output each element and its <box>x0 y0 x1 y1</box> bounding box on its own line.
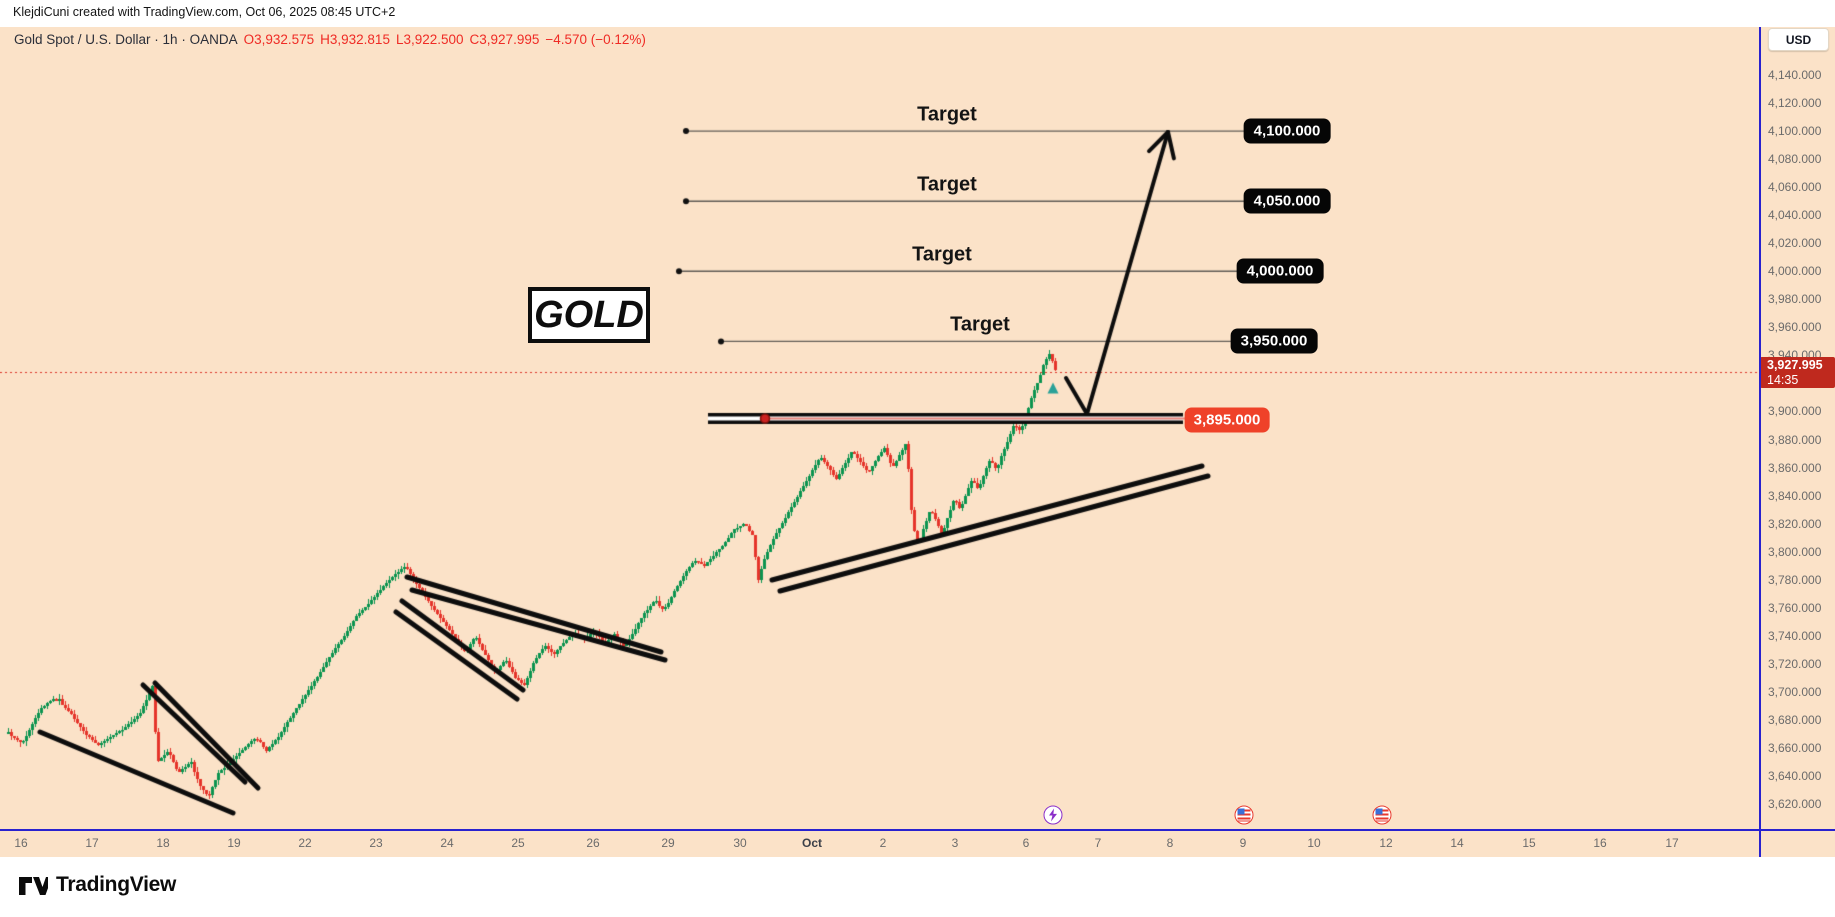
attribution-text: KlejdiCuni created with TradingView.com,… <box>13 5 396 19</box>
time-axis-label: 29 <box>661 836 675 850</box>
price-tick-label: 4,140.000 <box>1768 68 1822 82</box>
time-axis-label: 17 <box>1665 836 1679 850</box>
price-tick-label: 3,840.000 <box>1768 488 1822 503</box>
time-axis-label: 6 <box>1022 836 1030 850</box>
us-flag-event-icon[interactable] <box>1372 805 1392 825</box>
us-flag-event-icon[interactable] <box>1234 805 1254 825</box>
time-axis-label: 17 <box>85 836 99 850</box>
ohlc-token: O3,932.575 <box>243 32 315 47</box>
time-axis-label: 7 <box>1094 836 1102 850</box>
time-axis-label: 19 <box>227 836 241 850</box>
price-tick-label: 3,900.000 <box>1768 404 1822 419</box>
target-label: Target <box>950 313 1010 336</box>
symbol-info-bar[interactable]: Gold Spot / U.S. Dollar · 1h · OANDA O3,9… <box>14 32 658 47</box>
price-tick-label: 4,040.000 <box>1768 208 1822 223</box>
price-tick-label: 3,980.000 <box>1768 292 1822 307</box>
price-tick-label: 3,960.000 <box>1768 320 1822 335</box>
target-label: Target <box>917 173 977 196</box>
price-tick-label: 4,000.000 <box>1768 264 1822 279</box>
bar-countdown: 14:35 <box>1767 373 1799 388</box>
tradingview-logo-icon <box>19 877 48 895</box>
price-tick-label: 3,720.000 <box>1768 656 1822 671</box>
ohlc-token: H3,932.815 <box>320 32 390 47</box>
currency-toggle-button[interactable]: USD <box>1768 28 1829 51</box>
target-price-badge: 4,050.000 <box>1243 188 1331 214</box>
price-tick-label: 4,120.000 <box>1768 96 1822 111</box>
support-price-badge: 3,895.000 <box>1184 407 1270 433</box>
price-tick-label: 3,640.000 <box>1768 769 1822 783</box>
time-axis-label: 14 <box>1450 836 1464 850</box>
price-tick-label: 4,020.000 <box>1768 236 1822 251</box>
price-tick-label: 3,660.000 <box>1768 740 1822 755</box>
time-axis-label: 25 <box>511 836 525 850</box>
time-axis-label: 12 <box>1379 836 1393 850</box>
time-axis-label: 8 <box>1166 836 1174 850</box>
economic-event-lightning-icon[interactable] <box>1043 805 1063 825</box>
price-tick-label: 3,740.000 <box>1768 628 1822 643</box>
ohlc-token: −4.570 (−0.12%) <box>545 32 646 47</box>
time-axis-label: 24 <box>440 836 454 850</box>
price-tick-label: 4,100.000 <box>1768 124 1822 139</box>
price-tick-label: 3,860.000 <box>1768 460 1822 475</box>
time-axis-label: 15 <box>1522 836 1536 850</box>
price-tick-label: 3,800.000 <box>1768 544 1822 559</box>
time-axis-label: 16 <box>14 836 28 850</box>
time-axis-label: 3 <box>951 836 959 850</box>
price-tick-label: 3,680.000 <box>1768 712 1822 727</box>
time-axis-label: 18 <box>156 836 170 850</box>
last-price-value: 3,927.995 <box>1767 358 1823 373</box>
footer: TradingView <box>18 872 176 898</box>
gold-text-annotation[interactable]: GOLD <box>528 287 650 343</box>
target-label: Target <box>912 243 972 266</box>
time-axis-label: Oct <box>801 836 823 850</box>
time-axis-label: 26 <box>586 836 600 850</box>
price-tick-label: 3,780.000 <box>1768 572 1822 587</box>
time-axis-label: 9 <box>1239 836 1247 850</box>
ohlc-token: C3,927.995 <box>469 32 540 47</box>
symbol-title: Gold Spot / U.S. Dollar · 1h · OANDA <box>14 32 238 47</box>
price-tick-label: 3,760.000 <box>1768 600 1822 615</box>
price-tick-label: 3,700.000 <box>1768 684 1822 699</box>
tradingview-wordmark: TradingView <box>56 873 177 896</box>
target-label: Target <box>917 103 977 126</box>
price-tick-label: 4,080.000 <box>1768 152 1822 167</box>
target-price-badge: 3,950.000 <box>1230 328 1318 354</box>
target-price-badge: 4,000.000 <box>1236 258 1324 284</box>
chart-canvas[interactable] <box>0 27 1759 830</box>
price-tick-label: 3,820.000 <box>1768 516 1822 531</box>
time-axis-label: 23 <box>369 836 383 850</box>
time-axis-label: 2 <box>879 836 887 850</box>
time-axis-label: 10 <box>1307 836 1321 850</box>
last-price-badge: 3,927.995 14:35 <box>1760 357 1835 389</box>
chart-bottom-border <box>0 829 1835 831</box>
gold-label: GOLD <box>534 293 644 336</box>
chart-right-border <box>1759 27 1761 857</box>
target-price-badge: 4,100.000 <box>1243 118 1331 144</box>
ohlc-values: O3,932.575 H3,932.815 L3,922.500 C3,927.995… <box>244 32 652 47</box>
time-axis-label: 22 <box>298 836 312 850</box>
price-tick-label: 3,620.000 <box>1768 797 1822 812</box>
price-tick-label: 3,880.000 <box>1768 432 1822 447</box>
time-axis-label: 30 <box>733 836 747 850</box>
ohlc-token: L3,922.500 <box>395 32 464 47</box>
price-tick-label: 4,060.000 <box>1768 180 1822 195</box>
time-axis-label: 16 <box>1593 836 1607 850</box>
